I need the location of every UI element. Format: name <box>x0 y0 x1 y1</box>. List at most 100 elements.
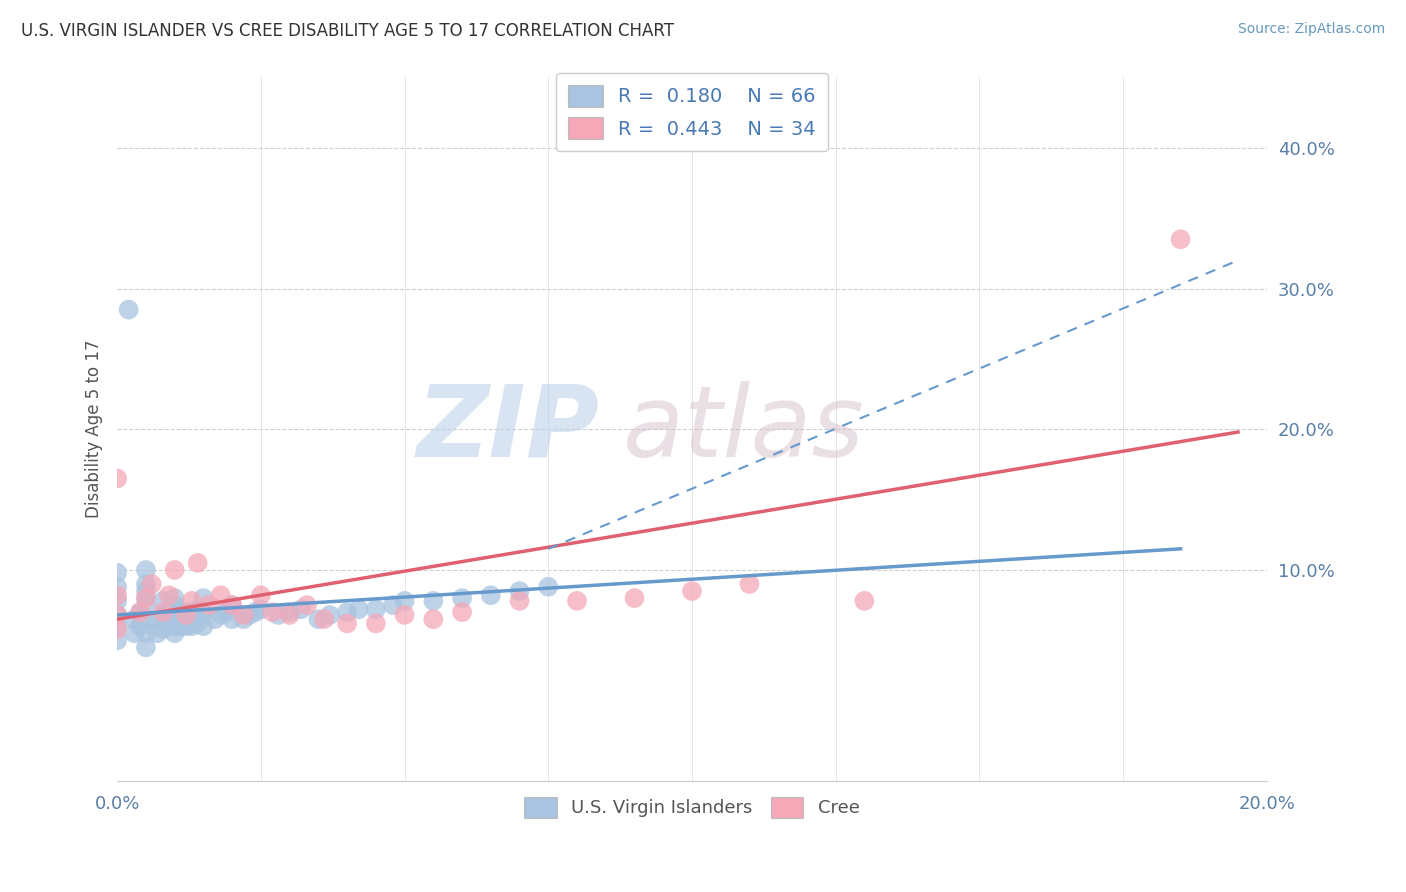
Point <box>152 594 174 608</box>
Point <box>135 563 157 577</box>
Point <box>124 612 146 626</box>
Point <box>135 598 157 612</box>
Point <box>250 588 273 602</box>
Point <box>163 612 186 626</box>
Point <box>193 605 215 619</box>
Point <box>135 591 157 605</box>
Point <box>105 619 128 633</box>
Point <box>509 594 531 608</box>
Point <box>174 607 197 622</box>
Point <box>105 607 128 622</box>
Point <box>169 619 191 633</box>
Point <box>738 577 761 591</box>
Point <box>623 591 645 605</box>
Point <box>221 598 243 612</box>
Point <box>146 612 169 626</box>
Point <box>157 602 180 616</box>
Point <box>221 612 243 626</box>
Point <box>135 584 157 599</box>
Point <box>135 591 157 605</box>
Point <box>479 588 502 602</box>
Point <box>221 598 243 612</box>
Point <box>278 607 301 622</box>
Point <box>180 605 202 619</box>
Point <box>278 605 301 619</box>
Point <box>129 605 152 619</box>
Point <box>509 584 531 599</box>
Point <box>163 591 186 605</box>
Point <box>105 622 128 636</box>
Point <box>129 619 152 633</box>
Point <box>187 556 209 570</box>
Point <box>853 594 876 608</box>
Point <box>157 588 180 602</box>
Point <box>193 619 215 633</box>
Point <box>394 594 416 608</box>
Point <box>262 605 284 619</box>
Point <box>105 471 128 485</box>
Point <box>141 577 163 591</box>
Point <box>238 607 260 622</box>
Point <box>135 577 157 591</box>
Point <box>180 594 202 608</box>
Point <box>267 607 290 622</box>
Point <box>146 626 169 640</box>
Point <box>105 633 128 648</box>
Point <box>422 594 444 608</box>
Point <box>163 598 186 612</box>
Text: Source: ZipAtlas.com: Source: ZipAtlas.com <box>1237 22 1385 37</box>
Point <box>347 602 370 616</box>
Point <box>243 605 266 619</box>
Point <box>209 607 232 622</box>
Text: atlas: atlas <box>623 381 865 478</box>
Point <box>364 602 387 616</box>
Point <box>105 580 128 594</box>
Point <box>174 619 197 633</box>
Text: U.S. VIRGIN ISLANDER VS CREE DISABILITY AGE 5 TO 17 CORRELATION CHART: U.S. VIRGIN ISLANDER VS CREE DISABILITY … <box>21 22 673 40</box>
Point <box>152 607 174 622</box>
Point <box>307 612 329 626</box>
Point <box>422 612 444 626</box>
Point <box>250 602 273 616</box>
Point <box>295 598 318 612</box>
Point <box>157 616 180 631</box>
Point <box>336 605 359 619</box>
Point <box>232 612 254 626</box>
Legend: U.S. Virgin Islanders, Cree: U.S. Virgin Islanders, Cree <box>517 789 868 825</box>
Point <box>105 607 128 622</box>
Text: ZIP: ZIP <box>418 381 600 478</box>
Point <box>204 612 226 626</box>
Point <box>152 605 174 619</box>
Point <box>118 302 141 317</box>
Y-axis label: Disability Age 5 to 17: Disability Age 5 to 17 <box>86 340 103 518</box>
Point <box>215 605 238 619</box>
Point <box>394 607 416 622</box>
Point <box>135 612 157 626</box>
Point <box>451 591 474 605</box>
Point <box>169 605 191 619</box>
Point <box>163 563 186 577</box>
Point <box>163 619 186 633</box>
Point <box>193 591 215 605</box>
Point <box>174 605 197 619</box>
Point <box>336 616 359 631</box>
Point <box>1170 232 1192 246</box>
Point <box>187 616 209 631</box>
Point <box>382 598 405 612</box>
Point <box>129 605 152 619</box>
Point <box>537 580 560 594</box>
Point <box>105 594 128 608</box>
Point <box>319 607 342 622</box>
Point <box>187 602 209 616</box>
Point <box>290 602 312 616</box>
Point <box>232 607 254 622</box>
Point <box>135 640 157 655</box>
Point <box>198 598 221 612</box>
Point <box>152 622 174 636</box>
Point <box>180 619 202 633</box>
Point <box>135 626 157 640</box>
Point <box>565 594 588 608</box>
Point <box>124 626 146 640</box>
Point <box>451 605 474 619</box>
Point <box>163 626 186 640</box>
